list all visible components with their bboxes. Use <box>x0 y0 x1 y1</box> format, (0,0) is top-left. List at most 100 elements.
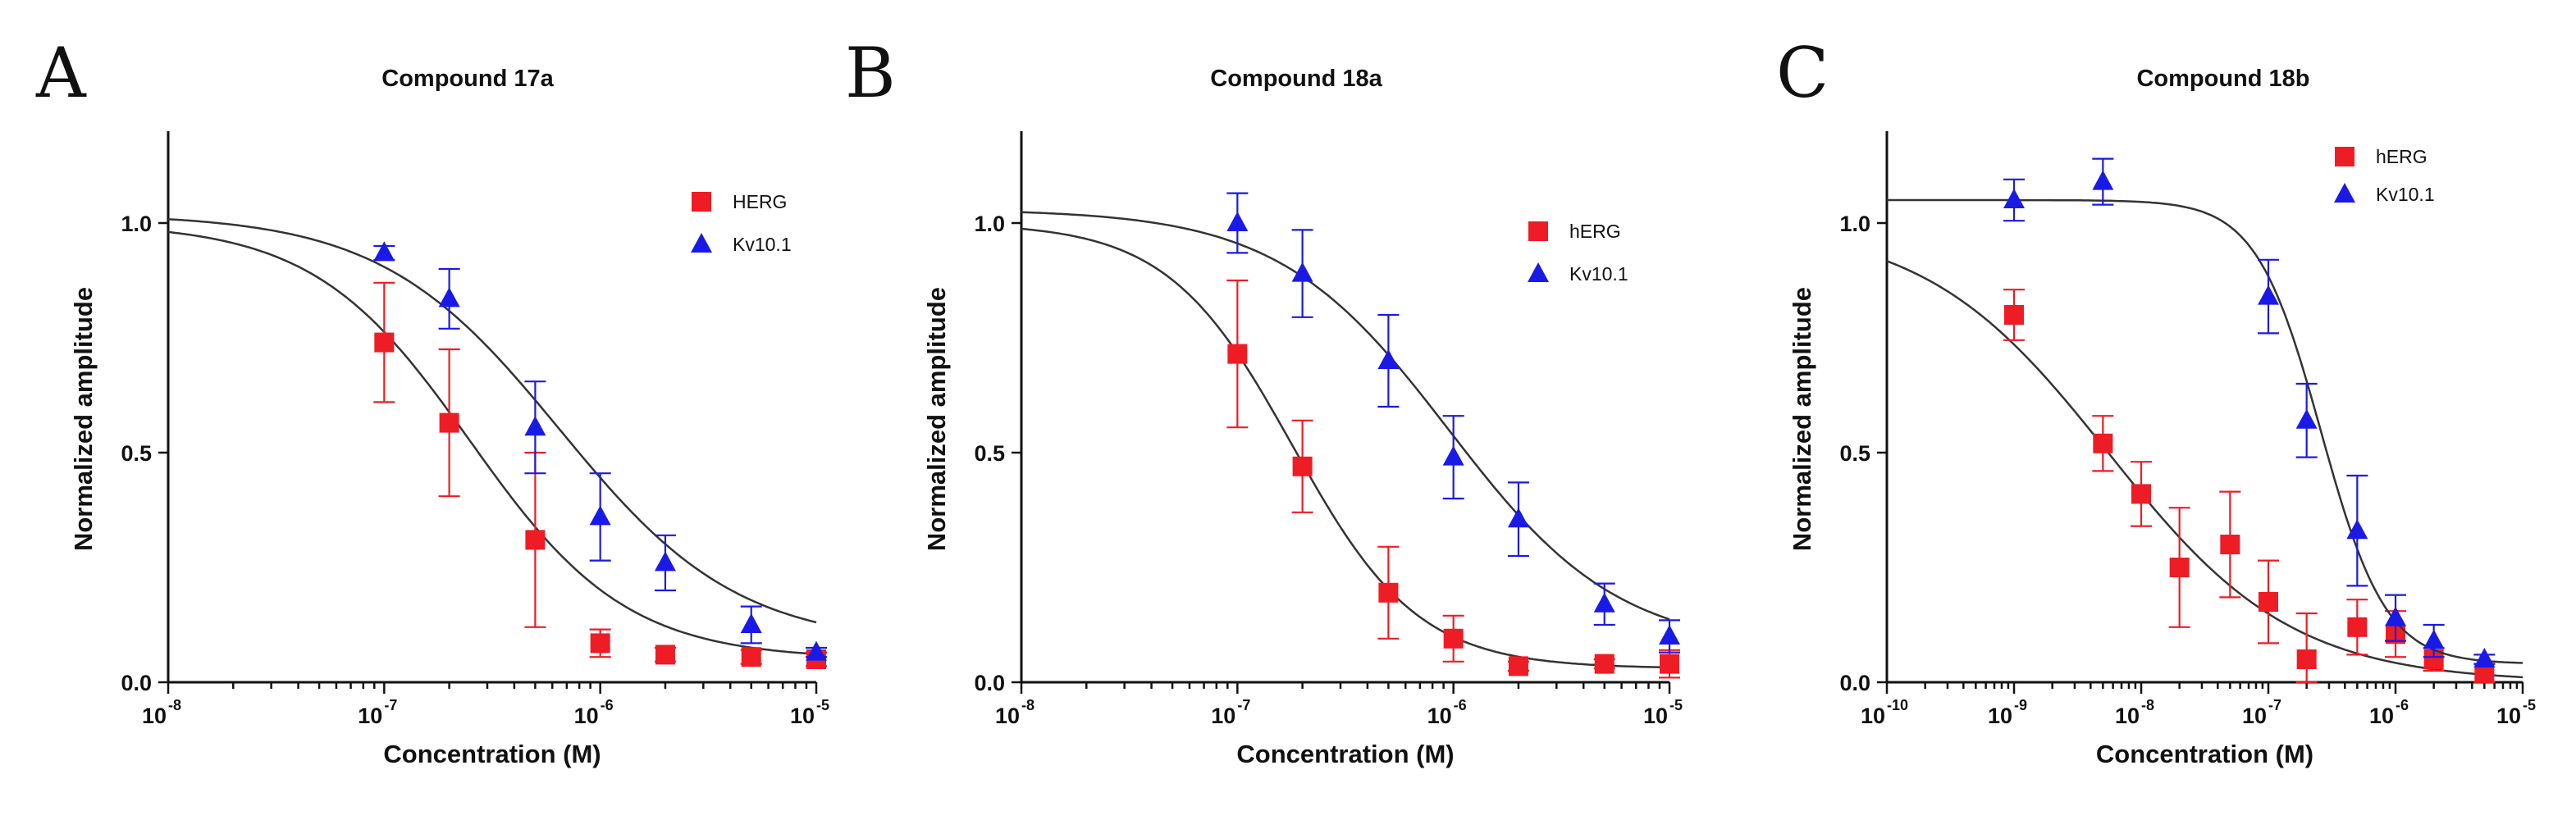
x-tick-label: 10 <box>995 704 1020 728</box>
x-tick-label: 10 <box>1211 704 1235 728</box>
x-tick-label: 10 <box>2115 704 2140 728</box>
x-tick-exponent: -6 <box>1454 697 1467 713</box>
legend-marker <box>692 192 711 212</box>
x-tick-label: 10 <box>1643 704 1668 728</box>
data-point <box>1292 456 1313 476</box>
data-point <box>2473 648 2496 667</box>
x-tick-label: 10 <box>2242 704 2267 728</box>
x-tick-exponent: -5 <box>816 697 829 713</box>
y-axis-label: Normalized amplitude <box>922 287 951 551</box>
data-point <box>1593 592 1615 613</box>
data-point <box>2092 170 2114 190</box>
data-point <box>1226 212 1249 231</box>
data-point <box>2169 558 2190 577</box>
series-kv10-1 <box>1021 192 1680 654</box>
data-point <box>2220 535 2240 554</box>
x-tick-label: 10 <box>790 704 815 728</box>
legend-entry-herg: hERG <box>2335 146 2428 167</box>
y-axis-label: Normalized amplitude <box>69 287 98 551</box>
y-tick-label: 0.0 <box>1839 671 1870 695</box>
data-point <box>2259 592 2278 612</box>
x-tick-exponent: -8 <box>1021 697 1035 713</box>
series-herg <box>1886 260 2523 684</box>
panel-letter: B <box>845 33 896 113</box>
series-herg <box>1021 227 1680 679</box>
x-tick-exponent: -9 <box>2014 697 2027 713</box>
fit-curve-herg <box>167 230 817 655</box>
y-tick-label: 0.0 <box>974 671 1005 695</box>
x-tick-exponent: -7 <box>384 697 397 713</box>
data-point <box>1227 344 1248 364</box>
x-axis-label: Concentration (M) <box>383 740 601 768</box>
x-tick-label: 10 <box>2369 704 2394 728</box>
legend-label: HERG <box>733 191 787 212</box>
legend-label: hERG <box>1569 221 1621 242</box>
data-point <box>2296 649 2317 669</box>
data-point <box>1660 654 1679 674</box>
x-tick-exponent: -8 <box>168 697 181 713</box>
series-kv10-1 <box>1887 157 2523 667</box>
fit-curve-kv10-1 <box>1021 211 1670 621</box>
legend-entry-herg: HERG <box>692 191 787 212</box>
data-point <box>2258 285 2279 305</box>
data-point <box>1659 625 1680 645</box>
x-tick-exponent: -8 <box>2141 697 2154 713</box>
x-tick-label: 10 <box>142 704 167 728</box>
y-tick-label: 1.0 <box>974 212 1005 236</box>
data-point <box>2131 484 2151 504</box>
x-tick-label: 10 <box>574 704 599 728</box>
data-point <box>654 551 676 572</box>
fit-curve-kv10-1 <box>167 218 817 624</box>
data-point <box>2003 189 2025 208</box>
data-point <box>2347 617 2368 637</box>
y-tick-label: 1.0 <box>121 212 152 236</box>
fit-curve-kv10-1 <box>1887 198 2523 664</box>
data-point <box>589 505 611 526</box>
y-tick-label: 0.5 <box>1839 441 1870 466</box>
data-point <box>438 287 460 308</box>
chart-title: Compound 17a <box>381 66 554 92</box>
legend-marker <box>2334 183 2355 203</box>
x-tick-exponent: -6 <box>601 697 614 713</box>
y-tick-label: 1.0 <box>1839 212 1870 236</box>
data-point <box>806 640 827 661</box>
data-point <box>1508 656 1528 676</box>
chart-title: Compound 18b <box>2136 66 2309 92</box>
legend-entry-herg: hERG <box>1528 221 1621 242</box>
data-point <box>373 241 395 262</box>
x-tick-exponent: -7 <box>2268 697 2281 713</box>
data-point <box>1443 628 1464 649</box>
y-axis-label: Normalized amplitude <box>1788 287 1816 551</box>
data-point <box>439 412 459 433</box>
x-tick-exponent: -10 <box>1887 697 1908 713</box>
data-point <box>2385 606 2406 626</box>
data-point <box>2295 408 2318 429</box>
panel-letter: A <box>35 33 87 113</box>
data-point <box>655 645 675 665</box>
data-point <box>2093 433 2113 453</box>
data-point <box>1594 654 1615 674</box>
data-point <box>525 530 546 550</box>
x-tick-exponent: -7 <box>1237 697 1250 713</box>
legend-label: Kv10.1 <box>733 234 792 255</box>
data-point <box>2004 305 2024 325</box>
data-point <box>1378 582 1399 603</box>
data-point <box>1507 508 1529 528</box>
legend-entry-kv10-1: Kv10.1 <box>2334 183 2435 205</box>
fit-curve-herg <box>1886 260 2523 679</box>
chart-title: Compound 18a <box>1210 66 1382 92</box>
error-bar <box>2295 612 2318 684</box>
legend-label: Kv10.1 <box>1569 263 1628 285</box>
panel-letter: C <box>1776 33 1829 113</box>
series-kv10-1 <box>167 218 827 661</box>
data-point <box>740 613 762 633</box>
legend-marker <box>2335 147 2354 166</box>
legend-entry-kv10-1: Kv10.1 <box>1528 262 1628 285</box>
legend-marker <box>691 233 712 253</box>
y-tick-label: 0.5 <box>121 441 152 466</box>
x-axis-label: Concentration (M) <box>2096 740 2313 768</box>
